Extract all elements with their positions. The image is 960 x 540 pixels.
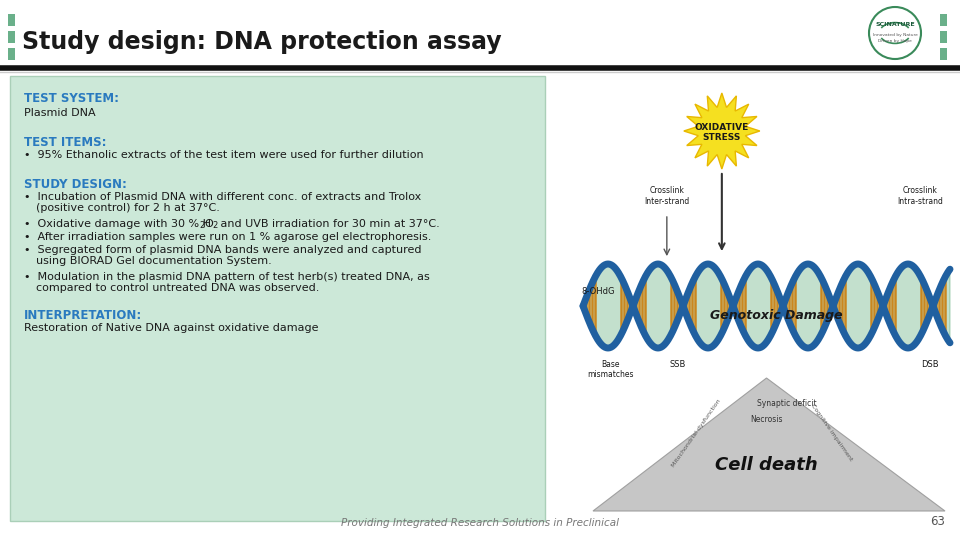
Polygon shape bbox=[684, 93, 760, 169]
FancyBboxPatch shape bbox=[8, 48, 15, 60]
Text: •  Segregated form of plasmid DNA bands were analyzed and captured: • Segregated form of plasmid DNA bands w… bbox=[24, 245, 421, 255]
Text: SSB: SSB bbox=[670, 360, 686, 369]
Text: Crosslink
Intra-strand: Crosslink Intra-strand bbox=[897, 186, 943, 206]
FancyBboxPatch shape bbox=[940, 31, 947, 43]
Text: (positive control) for 2 h at 37°C.: (positive control) for 2 h at 37°C. bbox=[36, 203, 220, 213]
Text: Innovated by Nature: Innovated by Nature bbox=[873, 33, 918, 37]
Text: SCINATURE: SCINATURE bbox=[876, 23, 915, 28]
Text: Restoration of Native DNA against oxidative damage: Restoration of Native DNA against oxidat… bbox=[24, 323, 319, 333]
Text: TEST ITEMS:: TEST ITEMS: bbox=[24, 136, 107, 149]
Text: Base
mismatches: Base mismatches bbox=[588, 360, 635, 380]
Text: DSB: DSB bbox=[922, 360, 939, 369]
FancyBboxPatch shape bbox=[8, 14, 15, 26]
Text: Driven by Hope: Driven by Hope bbox=[878, 39, 912, 43]
FancyBboxPatch shape bbox=[8, 31, 15, 43]
Text: Providing Integrated Research Solutions in Preclinical: Providing Integrated Research Solutions … bbox=[341, 518, 619, 528]
Text: INTERPRETATION:: INTERPRETATION: bbox=[24, 309, 142, 322]
FancyBboxPatch shape bbox=[0, 0, 960, 68]
Text: O: O bbox=[204, 219, 213, 229]
Text: Cognitive impairment: Cognitive impairment bbox=[810, 403, 853, 462]
Text: Mitochondrial dysfunction: Mitochondrial dysfunction bbox=[671, 398, 722, 468]
Text: STRESS: STRESS bbox=[703, 132, 741, 141]
Text: using BIORAD Gel documentation System.: using BIORAD Gel documentation System. bbox=[36, 256, 272, 266]
Text: 2: 2 bbox=[199, 221, 204, 231]
Text: •  After irradiation samples were run on 1 % agarose gel electrophoresis.: • After irradiation samples were run on … bbox=[24, 232, 431, 242]
Text: 2: 2 bbox=[212, 221, 217, 231]
Text: 63: 63 bbox=[930, 515, 945, 528]
Text: TEST SYSTEM:: TEST SYSTEM: bbox=[24, 92, 119, 105]
FancyBboxPatch shape bbox=[553, 76, 955, 521]
Text: 8-OHdG: 8-OHdG bbox=[581, 287, 614, 295]
Circle shape bbox=[869, 7, 921, 59]
Text: and UVB irradiation for 30 min at 37°C.: and UVB irradiation for 30 min at 37°C. bbox=[217, 219, 440, 229]
FancyBboxPatch shape bbox=[940, 14, 947, 26]
FancyBboxPatch shape bbox=[940, 48, 947, 60]
Text: Synaptic deficit: Synaptic deficit bbox=[756, 399, 816, 408]
Text: Necrosis: Necrosis bbox=[751, 415, 782, 424]
Text: Study design: DNA protection assay: Study design: DNA protection assay bbox=[22, 30, 502, 54]
Text: •  95% Ethanolic extracts of the test item were used for further dilution: • 95% Ethanolic extracts of the test ite… bbox=[24, 150, 423, 160]
Text: Cell death: Cell death bbox=[715, 456, 818, 474]
Text: Plasmid DNA: Plasmid DNA bbox=[24, 108, 96, 118]
Polygon shape bbox=[593, 378, 945, 511]
Text: OXIDATIVE: OXIDATIVE bbox=[695, 123, 749, 132]
Text: STUDY DESIGN:: STUDY DESIGN: bbox=[24, 178, 127, 191]
Text: compared to control untreated DNA was observed.: compared to control untreated DNA was ob… bbox=[36, 283, 320, 293]
FancyBboxPatch shape bbox=[10, 76, 545, 521]
Text: •  Oxidative damage with 30 % H: • Oxidative damage with 30 % H bbox=[24, 219, 211, 229]
Text: Genotoxic Damage: Genotoxic Damage bbox=[710, 309, 843, 322]
Text: Crosslink
Inter-strand: Crosslink Inter-strand bbox=[644, 186, 689, 206]
Text: •  Incubation of Plasmid DNA with different conc. of extracts and Trolox: • Incubation of Plasmid DNA with differe… bbox=[24, 192, 421, 202]
Text: •  Modulation in the plasmid DNA pattern of test herb(s) treated DNA, as: • Modulation in the plasmid DNA pattern … bbox=[24, 272, 430, 282]
